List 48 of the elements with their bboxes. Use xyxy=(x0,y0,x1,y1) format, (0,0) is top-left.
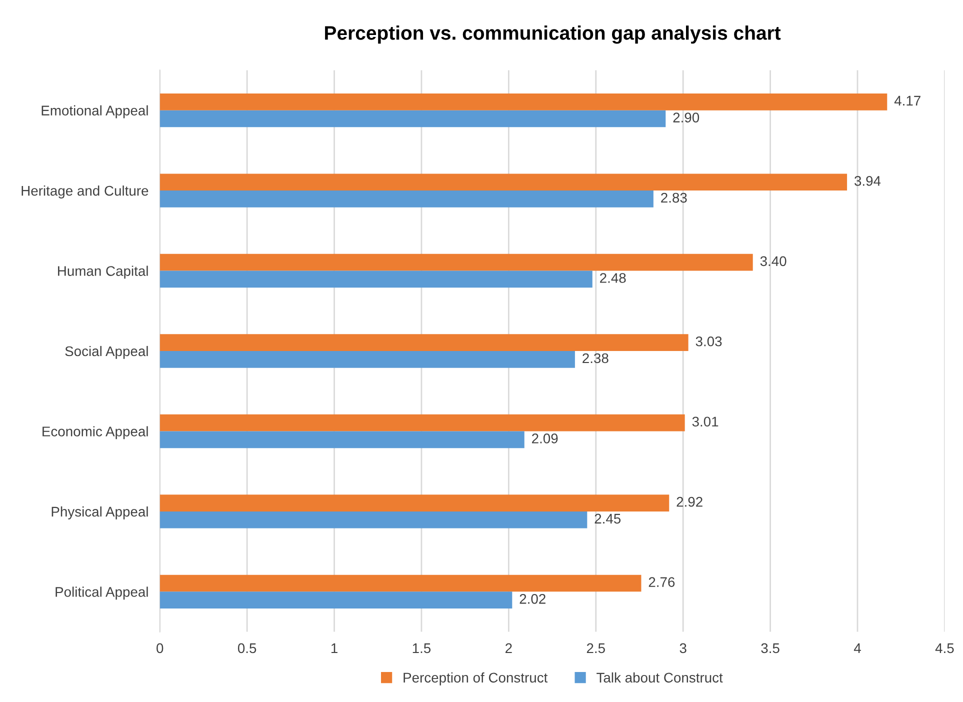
x-tick-label: 1 xyxy=(331,643,338,653)
y-tick-label: Physical Appeal xyxy=(52,506,148,520)
data-label: 2.38 xyxy=(582,353,608,364)
x-tick-label: 4.5 xyxy=(935,643,954,654)
y-tick-label: Emotional Appeal xyxy=(42,105,148,118)
data-label: 3.94 xyxy=(854,176,881,186)
data-label: 3.40 xyxy=(760,256,786,266)
bar xyxy=(160,351,575,368)
data-label: 2.90 xyxy=(673,112,700,122)
data-label: 3.03 xyxy=(696,336,722,346)
x-tick-label: 0 xyxy=(156,643,164,654)
bar xyxy=(160,511,588,528)
data-label: 4.17 xyxy=(894,96,920,106)
x-tick-label: 3.5 xyxy=(761,643,780,654)
data-label: 2.76 xyxy=(648,577,675,587)
bar xyxy=(160,431,524,448)
bar xyxy=(160,494,670,512)
x-tick-label: 0.5 xyxy=(238,643,256,654)
data-label: 3.01 xyxy=(692,416,718,427)
y-tick-label: Political Appeal xyxy=(56,586,148,600)
x-tick-label: 2.5 xyxy=(586,643,605,654)
y-tick-label: Economic Appeal xyxy=(42,426,148,440)
y-tick-label: Social Appeal xyxy=(65,346,148,359)
data-label: 2.45 xyxy=(594,514,621,524)
legend-label: Talk about Construct xyxy=(596,672,723,683)
bar xyxy=(160,592,512,609)
data-label: 2.09 xyxy=(532,434,558,444)
x-tick-label: 3 xyxy=(680,643,686,654)
bar xyxy=(160,93,888,110)
data-label: 2.92 xyxy=(676,496,702,507)
y-tick-label: Heritage and Culture xyxy=(22,186,148,198)
x-tick-label: 4 xyxy=(854,643,861,653)
legend-label: Perception of Construct xyxy=(404,672,548,686)
bar xyxy=(160,110,666,128)
data-label: 2.48 xyxy=(600,273,626,283)
data-label: 2.02 xyxy=(520,594,546,604)
x-tick-label: 2 xyxy=(506,643,512,653)
bar xyxy=(160,270,592,288)
bar xyxy=(160,414,685,432)
x-tick-label: 1.5 xyxy=(412,643,431,654)
data-label: 2.83 xyxy=(661,192,687,203)
bar xyxy=(160,254,753,271)
bar xyxy=(160,190,654,208)
y-tick-label: Human Capital xyxy=(58,266,148,279)
bar xyxy=(160,174,848,191)
chart-title: Perception vs. communication gap analysis chart xyxy=(325,26,781,44)
bar xyxy=(160,574,642,592)
bar xyxy=(160,334,688,351)
